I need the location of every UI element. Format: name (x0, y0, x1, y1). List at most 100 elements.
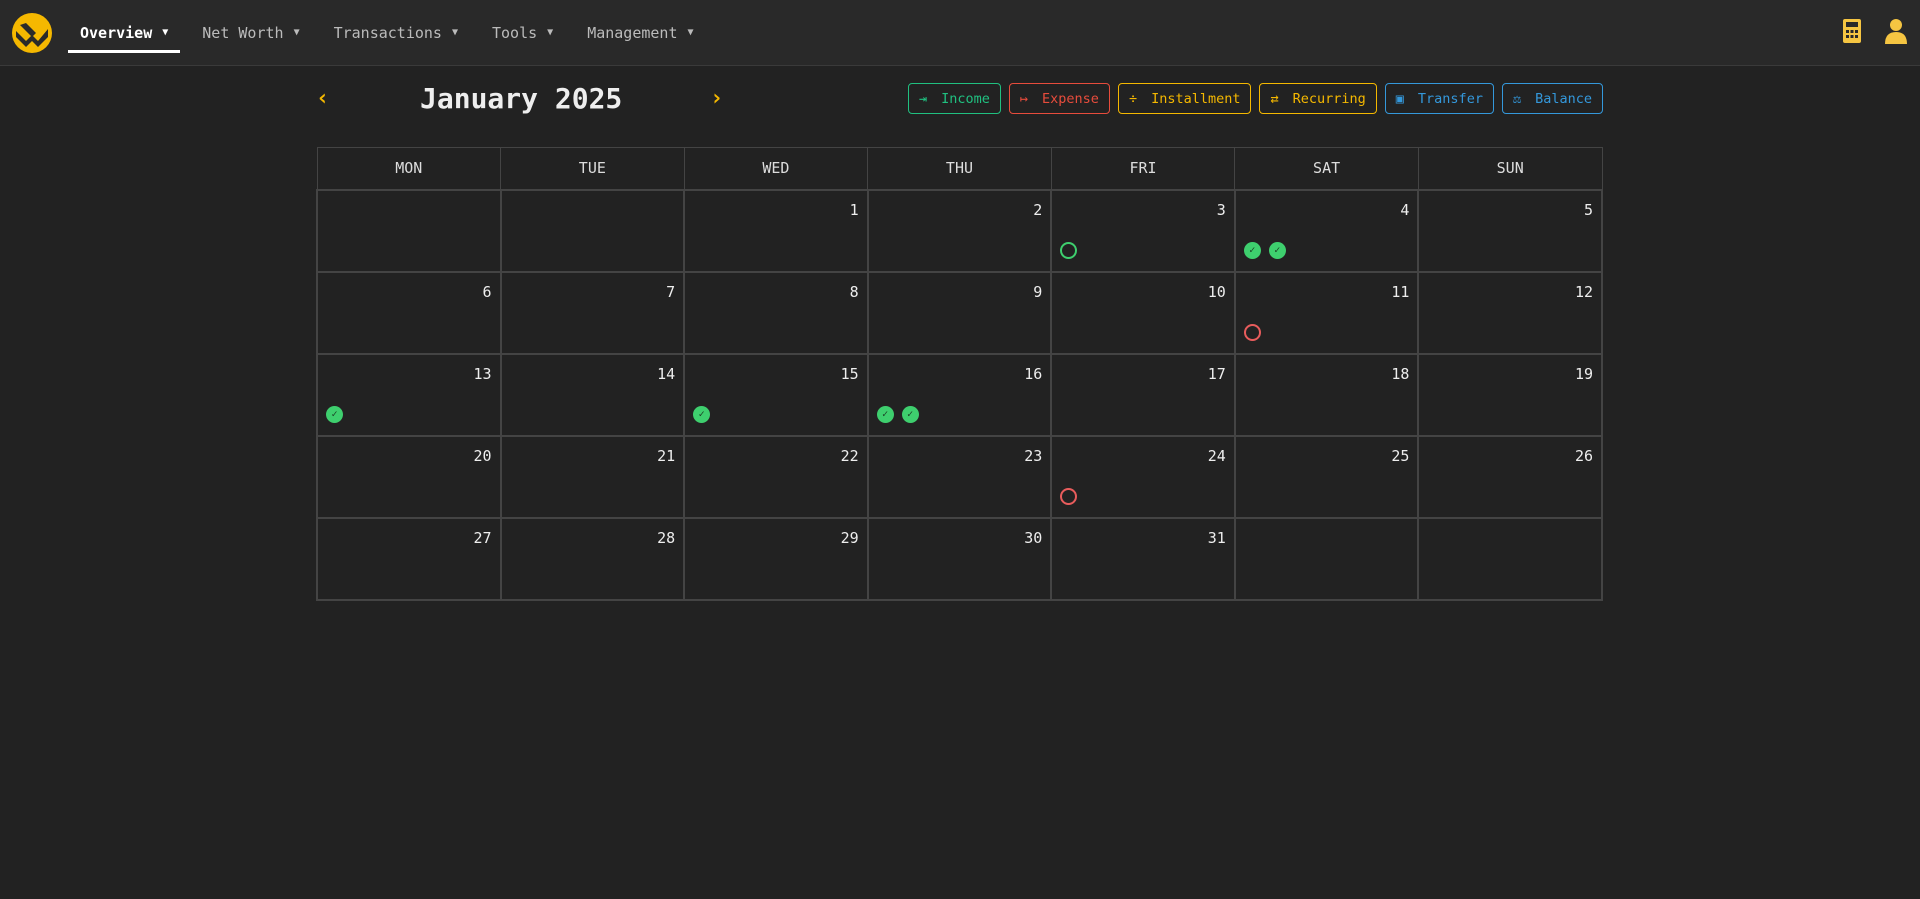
nav-management[interactable]: Management ▼ (575, 0, 705, 66)
day-cell[interactable]: 8 (683, 270, 869, 355)
day-cell[interactable]: 23 (866, 434, 1053, 519)
day-cell[interactable]: 15 ✓ (683, 352, 869, 437)
day-number: 11 (1391, 282, 1410, 301)
day-cell[interactable]: 7 (499, 270, 686, 355)
day-cell[interactable]: 22 (683, 434, 869, 519)
day-cell[interactable]: 20 (316, 434, 502, 519)
day-cell[interactable]: 13 ✓ (316, 352, 502, 437)
day-number: 15 (840, 364, 859, 383)
completed-transaction-icon[interactable]: ✓ (1268, 241, 1286, 259)
caret-down-icon: ▼ (162, 27, 169, 38)
day-cell[interactable]: 24 (1050, 434, 1236, 519)
pending-income-icon[interactable] (1060, 241, 1078, 259)
day-number: 26 (1574, 446, 1593, 465)
day-number: 9 (1033, 282, 1043, 301)
nav-net-worth[interactable]: Net Worth ▼ (190, 0, 311, 66)
next-month-button[interactable]: › (710, 86, 724, 111)
balance-button[interactable]: ⚖ Balance (1501, 83, 1603, 114)
day-number: 3 (1216, 200, 1226, 219)
completed-transaction-icon[interactable]: ✓ (326, 405, 343, 423)
weekday-header: FRI (1050, 147, 1236, 190)
nav-label: Net Worth (202, 23, 284, 42)
day-number: 29 (840, 528, 859, 547)
day-cell[interactable]: 5 (1417, 188, 1603, 273)
nav-label: Transactions (333, 23, 442, 42)
completed-transaction-icon[interactable]: ✓ (901, 405, 919, 423)
app-logo[interactable] (12, 12, 52, 53)
day-cell[interactable]: 26 (1417, 434, 1603, 519)
income-button[interactable]: ⇥ Income (907, 83, 1001, 114)
completed-transaction-icon[interactable]: ✓ (693, 405, 711, 423)
day-cell[interactable]: 11 (1233, 270, 1420, 355)
weekday-header: THU (867, 147, 1052, 190)
calculator-icon[interactable] (1842, 18, 1862, 48)
day-cell[interactable]: 12 (1417, 270, 1603, 355)
pending-expense-icon[interactable] (1060, 487, 1078, 505)
day-number: 20 (473, 446, 492, 465)
caret-down-icon: ▼ (293, 27, 300, 38)
day-cell[interactable]: 29 (683, 516, 869, 601)
day-number: 10 (1207, 282, 1226, 301)
day-cell[interactable]: 14 (499, 352, 686, 437)
empty-day-cell[interactable] (316, 188, 502, 273)
day-number: 31 (1207, 528, 1226, 547)
day-cell[interactable]: 27 (316, 516, 502, 601)
navbar: Overview ▼ Net Worth ▼ Transactions ▼ Tools ▼ Ma… (0, 0, 1920, 66)
nav-label: Overview (80, 23, 153, 42)
recurring-button[interactable]: ⇄ Recurring (1259, 83, 1377, 114)
installment-button[interactable]: ÷ Installment (1117, 83, 1252, 114)
day-cell[interactable]: 4 ✓ ✓ (1233, 188, 1420, 273)
day-number: 22 (840, 446, 859, 465)
day-cell[interactable]: 1 (683, 188, 869, 273)
day-number: 4 (1400, 200, 1410, 219)
scale-icon: ⚖ (1512, 90, 1522, 107)
day-number: 24 (1207, 446, 1226, 465)
day-number: 17 (1207, 364, 1226, 383)
day-cell[interactable]: 31 (1050, 516, 1236, 601)
day-cell[interactable]: 30 (866, 516, 1053, 601)
empty-day-cell[interactable] (499, 188, 686, 273)
day-cell[interactable]: 17 (1050, 352, 1236, 437)
month-title: January 2025 (420, 82, 623, 115)
button-label: Recurring (1292, 90, 1366, 107)
day-cell[interactable]: 10 (1050, 270, 1236, 355)
caret-down-icon: ▼ (687, 27, 694, 38)
pending-expense-icon[interactable] (1243, 323, 1261, 341)
completed-transaction-icon[interactable]: ✓ (1243, 241, 1261, 259)
weekday-header: SAT (1234, 147, 1419, 190)
day-number: 14 (657, 364, 676, 383)
weekday-header: TUE (500, 147, 685, 190)
day-number: 23 (1024, 446, 1043, 465)
expense-button[interactable]: ↦ Expense (1008, 83, 1110, 114)
day-cell[interactable]: 2 (866, 188, 1053, 273)
day-cell[interactable]: 25 (1233, 434, 1420, 519)
prev-month-button[interactable]: ‹ (316, 86, 330, 111)
weekday-header: SUN (1417, 147, 1603, 190)
day-number: 28 (657, 528, 676, 547)
day-cell[interactable]: 28 (499, 516, 686, 601)
day-cell[interactable]: 19 (1417, 352, 1603, 437)
nav-tools[interactable]: Tools ▼ (480, 0, 565, 66)
day-cell[interactable]: 9 (866, 270, 1053, 355)
day-cell[interactable]: 21 (499, 434, 686, 519)
empty-day-cell[interactable] (1417, 516, 1603, 601)
completed-transaction-icon[interactable]: ✓ (876, 405, 894, 423)
day-cell[interactable]: 6 (316, 270, 502, 355)
button-label: Income (941, 90, 990, 107)
nav-overview[interactable]: Overview ▼ (68, 0, 181, 66)
calendar-grid: MON TUE WED THU FRI SAT SUN 1 2 3 4 ✓ ✓ 5 6 7 8 9 10 11 12 1… (316, 147, 1603, 601)
caret-down-icon: ▼ (547, 27, 554, 38)
day-number: 5 (1583, 200, 1593, 219)
day-cell[interactable]: 3 (1050, 188, 1236, 273)
day-cell[interactable]: 18 (1233, 352, 1420, 437)
empty-day-cell[interactable] (1233, 516, 1420, 601)
weekday-header: MON (316, 147, 502, 190)
day-cell[interactable]: 16 ✓ ✓ (867, 353, 1052, 436)
day-number: 1 (849, 200, 859, 219)
day-number: 2 (1033, 200, 1043, 219)
transfer-button[interactable]: ▣ Transfer (1384, 83, 1494, 114)
caret-down-icon: ▼ (451, 27, 458, 38)
nav-transactions[interactable]: Transactions ▼ (322, 0, 470, 66)
user-icon[interactable] (1884, 18, 1908, 48)
day-number: 16 (1024, 364, 1043, 383)
